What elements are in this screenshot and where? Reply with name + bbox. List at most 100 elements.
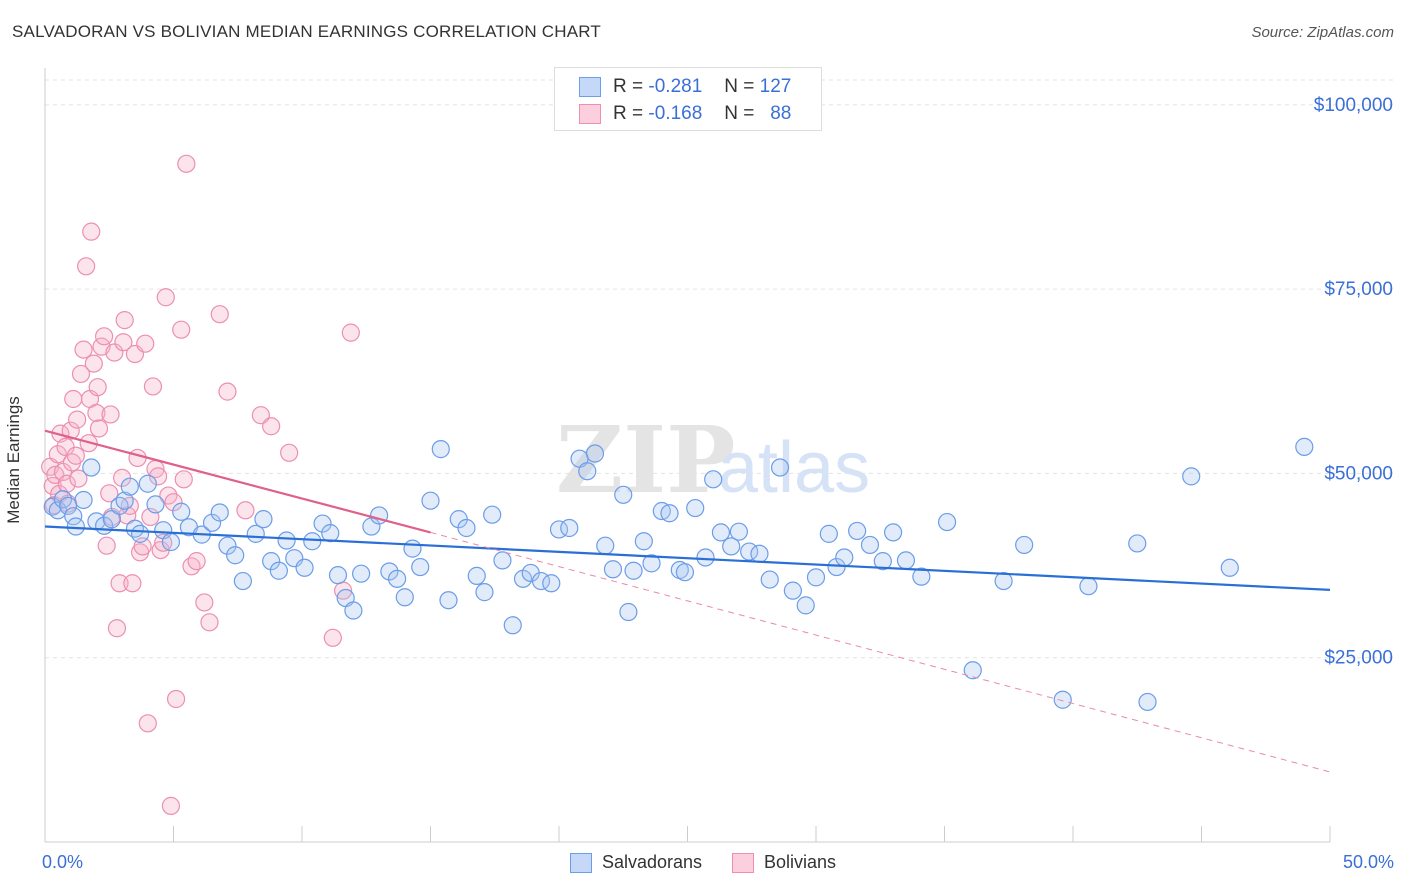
bolivian-point — [69, 469, 88, 488]
salvadoran-point — [467, 566, 486, 585]
watermark-atlas: atlas — [718, 428, 870, 508]
salvadoran-point — [634, 532, 653, 551]
trend-lines — [44, 429, 1331, 773]
salvadoran-point — [66, 517, 85, 536]
axes — [44, 68, 1331, 843]
bolivian-point — [156, 288, 175, 307]
salvadoran-point — [848, 521, 867, 541]
legend-label-bolivians: Bolivians — [764, 852, 837, 872]
salvadoran-point — [819, 524, 838, 543]
x-axis-min-label: 0.0% — [42, 852, 84, 872]
bolivian-point — [114, 333, 133, 352]
salvadoran-point — [883, 523, 903, 542]
bolivians-legend-swatch — [732, 852, 755, 873]
salvadoran-point — [937, 512, 957, 532]
salvadoran-point — [328, 566, 348, 585]
bolivian-point — [95, 327, 114, 346]
bolivian-point — [77, 257, 96, 276]
salvadorans-legend-swatch — [569, 852, 592, 873]
salvadoran-point — [344, 601, 363, 620]
salvadoran-point — [313, 514, 332, 533]
salvadoran-point — [493, 551, 512, 570]
salvadoran-point — [619, 602, 638, 622]
bolivian-point — [187, 552, 206, 571]
bolivian-point — [218, 382, 237, 401]
bolivian-point — [177, 154, 196, 173]
salvadoran-point — [750, 544, 769, 563]
bolivians-points — [41, 154, 360, 815]
salvadoran-point — [603, 560, 623, 579]
salvadoran-point — [624, 561, 643, 580]
salvadoran-point — [542, 574, 561, 593]
salvadoran-point — [1138, 692, 1157, 712]
legend-row-bolivians: R = -0.168 N = 88 — [579, 101, 791, 127]
bolivian-point — [148, 467, 168, 486]
bolivian-point — [323, 628, 342, 647]
salvadoran-point — [277, 531, 296, 550]
salvadoran-point — [729, 522, 749, 541]
bolivian-point — [262, 417, 281, 436]
salvadoran-point — [387, 569, 407, 588]
bolivian-point — [89, 419, 109, 438]
n-value: 88 — [770, 103, 792, 124]
n-value: 127 — [759, 76, 792, 97]
bolivian-point — [97, 536, 116, 555]
salvadoran-point — [321, 524, 340, 543]
bolivian-point — [154, 533, 173, 552]
legend-row-salvadorans: R = -0.281 N = 127 — [579, 74, 791, 100]
correlation-legend: R = -0.281 N = 127 R = -0.168 N = 88 — [554, 67, 822, 131]
legend-label-salvadorans: Salvadorans — [601, 852, 703, 872]
bolivian-point — [66, 446, 85, 465]
salvadoran-point — [722, 537, 741, 556]
salvadoran-point — [254, 510, 273, 529]
y-tick-labels: $25,000 $50,000 $75,000 $100,000 — [1314, 95, 1393, 669]
salvadoran-point — [130, 524, 150, 543]
bolivian-point — [143, 377, 163, 396]
salvadoran-point — [896, 551, 916, 570]
salvadoran-point — [218, 536, 237, 555]
salvadoran-point — [835, 548, 854, 567]
salvadoran-point — [560, 518, 579, 538]
bolivian-point — [100, 484, 119, 503]
bolivian-point — [161, 796, 181, 815]
salvadoran-point — [295, 558, 314, 577]
legend-item-bolivians: Bolivians — [732, 852, 836, 873]
bolivian-point — [115, 311, 134, 330]
salvadoran-point — [421, 491, 440, 510]
salvadoran-point — [146, 495, 165, 514]
salvadoran-point — [161, 532, 181, 552]
bolivian-point — [61, 421, 80, 440]
salvadoran-point — [783, 581, 802, 600]
salvadoran-point — [269, 561, 288, 580]
salvadoran-point — [226, 546, 245, 565]
series-legend: Salvadorans Bolivians — [0, 852, 1406, 873]
bolivian-point — [101, 405, 120, 424]
bolivian-point — [210, 305, 229, 324]
salvadoran-point — [1295, 437, 1314, 456]
salvadoran-point — [115, 491, 134, 510]
bolivian-point — [88, 378, 107, 397]
salvadorans-swatch — [579, 77, 601, 97]
salvadoran-point — [125, 519, 145, 538]
salvadoran-point — [439, 591, 458, 610]
salvadoran-point — [1053, 690, 1072, 709]
bolivian-point — [164, 493, 183, 512]
salvadoran-point — [403, 539, 422, 558]
bolivians-swatch — [579, 104, 601, 124]
r-value: -0.168 — [648, 103, 703, 124]
salvadoran-point — [395, 588, 414, 607]
n-label: N = — [724, 103, 755, 124]
bolivian-point — [105, 343, 124, 362]
bolivian-point — [200, 613, 219, 632]
salvadoran-point — [483, 505, 502, 524]
source-note: Source: ZipAtlas.com — [1251, 24, 1394, 41]
bolivian-point — [82, 222, 101, 241]
salvadoran-point — [578, 462, 597, 481]
salvadoran-point — [770, 458, 790, 477]
y-tick-label: $75,000 — [1324, 279, 1393, 300]
bolivian-point — [166, 689, 186, 709]
salvadoran-point — [1079, 577, 1098, 596]
salvadoran-point — [675, 563, 695, 582]
salvadoran-point — [380, 562, 399, 581]
